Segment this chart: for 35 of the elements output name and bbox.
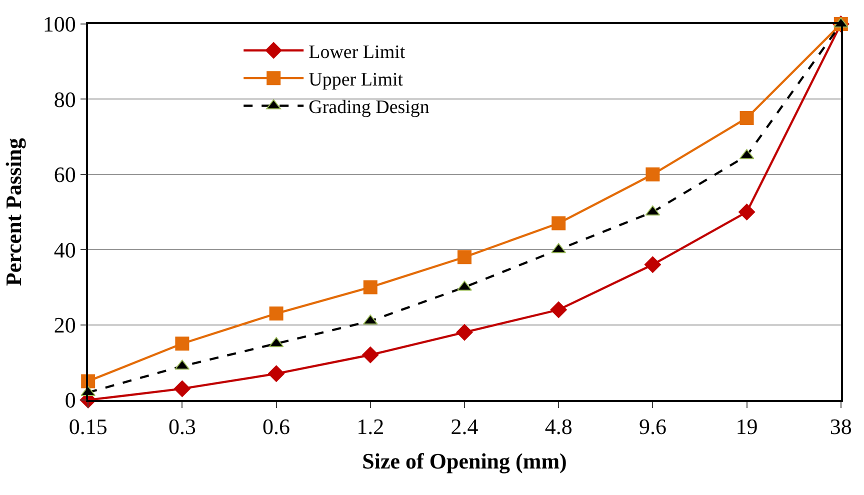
point [175, 336, 190, 351]
y-axis-title: Percent Passing [1, 138, 26, 286]
point [363, 280, 378, 294]
y-tick-label: 40 [54, 237, 76, 262]
x-tick-label: 2.4 [450, 414, 478, 440]
y-tick-label: 0 [64, 388, 76, 413]
x-tick-label: 9.6 [638, 414, 666, 440]
point [269, 306, 284, 321]
x-tick-label: 0.6 [262, 414, 290, 440]
point [457, 280, 472, 291]
point [362, 346, 379, 364]
legend-label: Grading Design [308, 97, 430, 118]
x-tick-label: 1.2 [356, 414, 384, 440]
x-tick-label: 0.15 [68, 414, 108, 440]
x-tick-label: 38 [830, 414, 852, 440]
point [268, 365, 285, 382]
y-tick-label: 20 [54, 312, 76, 338]
y-tick-label: 60 [54, 162, 76, 188]
legend-label: Upper Limit [308, 69, 404, 90]
point [550, 301, 567, 318]
point [646, 167, 660, 182]
legend-label: Lower Limit [308, 42, 406, 63]
x-tick-label: 0.3 [168, 414, 196, 440]
x-tick-label: 19 [736, 414, 758, 440]
point [740, 111, 754, 125]
point [738, 204, 756, 220]
point [458, 250, 472, 264]
x-axis-title: Size of Opening (mm) [362, 448, 567, 474]
point [644, 256, 661, 273]
point [456, 324, 473, 341]
y-tick-label: 80 [54, 86, 76, 112]
y-tick-label: 100 [42, 12, 76, 37]
x-tick-label: 4.8 [544, 414, 572, 440]
point [552, 216, 566, 230]
point [174, 380, 190, 398]
